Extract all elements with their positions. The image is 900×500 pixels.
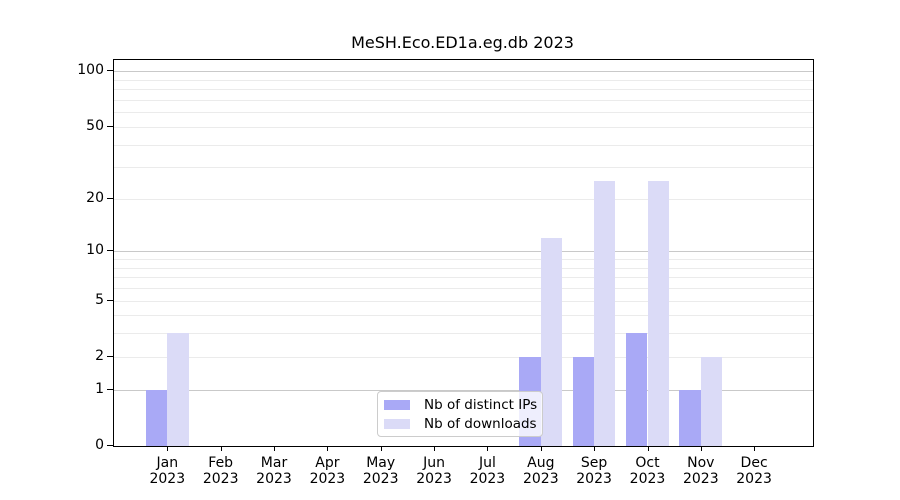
bar-distinct-ips <box>626 333 648 446</box>
minor-gridline <box>114 288 813 289</box>
y-tick-mark <box>107 445 113 446</box>
x-tick-label-month: Jun <box>423 455 446 471</box>
bar-distinct-ips <box>679 389 701 446</box>
minor-gridline <box>114 167 813 169</box>
plot-area <box>113 59 814 447</box>
bar-downloads <box>647 181 669 446</box>
y-tick-mark <box>107 388 113 390</box>
x-tick-label-year: 2023 <box>629 471 666 487</box>
x-tick-mark <box>647 446 649 451</box>
minor-gridline <box>114 79 813 81</box>
minor-gridline <box>114 198 813 200</box>
y-tick-label: 5 <box>95 291 104 308</box>
legend-swatch-downloads <box>384 418 410 429</box>
x-tick-label-year: 2023 <box>522 471 559 487</box>
x-tick-label-month: Aug <box>527 455 555 471</box>
y-tick-mark <box>107 197 113 199</box>
legend-label-downloads: Nb of downloads <box>424 415 537 432</box>
x-tick-mark <box>434 446 436 451</box>
x-tick-label-month: Apr <box>315 455 340 471</box>
y-tick-mark <box>107 125 113 127</box>
x-tick-label-year: 2023 <box>576 471 612 487</box>
x-tick-mark <box>754 446 756 451</box>
x-tick-label-month: Dec <box>740 455 768 471</box>
legend-swatch-distinct-ips <box>384 399 410 410</box>
minor-gridline <box>114 300 813 302</box>
minor-gridline <box>114 112 813 114</box>
y-tick-label: 20 <box>86 189 104 206</box>
major-gridline <box>114 251 813 253</box>
x-tick-label-month: Oct <box>635 455 660 471</box>
y-tick-mark <box>107 355 113 357</box>
x-tick-label-month: Jan <box>156 455 179 471</box>
x-tick-label-year: 2023 <box>309 471 346 487</box>
minor-gridline <box>114 267 813 269</box>
x-tick-label-month: Feb <box>208 455 234 471</box>
x-tick-mark <box>220 446 222 451</box>
major-gridline <box>114 389 813 391</box>
y-tick-label: 0 <box>95 437 104 453</box>
bar-downloads <box>540 237 563 446</box>
y-tick-mark <box>107 250 113 252</box>
x-tick-label-month: Mar <box>260 455 288 471</box>
minor-gridline <box>114 99 813 101</box>
legend: Nb of distinct IPs Nb of downloads <box>377 391 543 437</box>
minor-gridline <box>114 126 813 128</box>
minor-gridline <box>114 277 813 279</box>
x-tick-label-year: 2023 <box>202 471 239 487</box>
minor-gridline <box>114 89 813 91</box>
major-gridline <box>114 71 813 73</box>
legend-row-downloads: Nb of downloads <box>384 414 537 433</box>
y-tick-label: 100 <box>77 62 104 79</box>
y-tick-mark <box>107 70 113 72</box>
bar-downloads <box>167 333 189 446</box>
y-tick-label: 50 <box>86 117 104 134</box>
x-tick-label-year: 2023 <box>416 471 452 487</box>
y-tick-label: 1 <box>95 380 104 397</box>
chart-title: MeSH.Eco.ED1a.eg.db 2023 <box>351 33 574 52</box>
minor-gridline <box>114 356 813 358</box>
x-tick-mark <box>487 446 489 451</box>
y-tick-mark <box>107 299 113 301</box>
legend-row-distinct-ips: Nb of distinct IPs <box>384 395 538 414</box>
x-tick-label-month: May <box>366 455 396 471</box>
x-tick-mark <box>540 446 542 451</box>
x-tick-label-month: Nov <box>687 455 715 471</box>
y-tick-label: 2 <box>95 347 104 364</box>
x-tick-mark <box>380 446 382 451</box>
minor-gridline <box>114 315 813 317</box>
x-tick-mark <box>274 446 275 451</box>
bar-distinct-ips <box>572 356 595 446</box>
minor-gridline <box>114 144 813 146</box>
x-tick-mark <box>594 446 596 451</box>
x-tick-mark <box>700 446 702 451</box>
x-tick-mark <box>327 446 329 451</box>
x-tick-label-year: 2023 <box>736 471 772 487</box>
x-tick-label-year: 2023 <box>256 471 292 487</box>
x-tick-label-month: Jul <box>478 455 496 471</box>
x-tick-label-year: 2023 <box>362 471 399 487</box>
minor-gridline <box>114 259 813 260</box>
x-tick-label-month: Sep <box>580 455 608 471</box>
bar-downloads <box>700 356 723 446</box>
x-tick-label-year: 2023 <box>149 471 186 487</box>
legend-label-distinct-ips: Nb of distinct IPs <box>424 396 538 413</box>
bar-downloads <box>594 181 616 446</box>
x-tick-label-year: 2023 <box>469 471 506 487</box>
y-tick-label: 10 <box>86 242 104 259</box>
minor-gridline <box>114 333 813 335</box>
x-tick-label-year: 2023 <box>682 471 719 487</box>
x-tick-mark <box>167 446 169 451</box>
bar-distinct-ips <box>145 389 168 446</box>
